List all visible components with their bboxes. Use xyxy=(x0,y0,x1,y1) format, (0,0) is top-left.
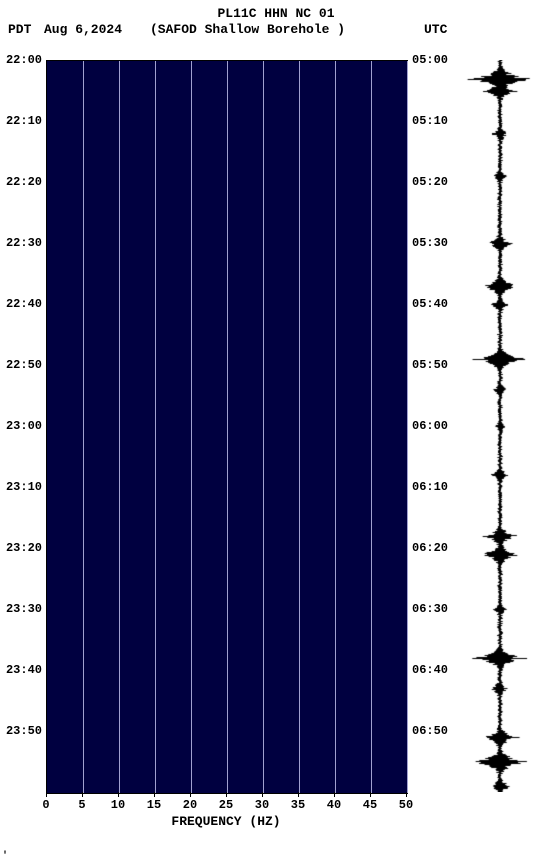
seismogram-canvas xyxy=(460,60,540,792)
x-tick-label: 0 xyxy=(42,798,49,812)
x-tick-mark xyxy=(46,792,47,797)
y-tick-left: 22:00 xyxy=(2,53,42,67)
figure-root: PL11C HHN NC 01 PDT Aug 6,2024 (SAFOD Sh… xyxy=(0,0,552,864)
y-tick-left: 23:10 xyxy=(2,480,42,494)
gridline xyxy=(335,61,336,793)
y-tick-left: 22:10 xyxy=(2,114,42,128)
gridline xyxy=(155,61,156,793)
y-tick-right: 06:00 xyxy=(412,419,448,433)
x-tick-mark xyxy=(82,792,83,797)
tz-right-label: UTC xyxy=(424,22,447,37)
gridline xyxy=(191,61,192,793)
y-tick-left: 22:50 xyxy=(2,358,42,372)
y-tick-right: 05:00 xyxy=(412,53,448,67)
x-tick-mark xyxy=(118,792,119,797)
x-tick-label: 10 xyxy=(111,798,125,812)
gridline xyxy=(299,61,300,793)
gridline xyxy=(227,61,228,793)
gridline xyxy=(407,61,408,793)
y-tick-left: 23:30 xyxy=(2,602,42,616)
x-tick-label: 5 xyxy=(78,798,85,812)
y-tick-left: 23:00 xyxy=(2,419,42,433)
x-tick-mark xyxy=(406,792,407,797)
x-tick-label: 25 xyxy=(219,798,233,812)
x-tick-mark xyxy=(298,792,299,797)
x-tick-mark xyxy=(226,792,227,797)
date-label: Aug 6,2024 xyxy=(44,22,122,37)
x-tick-label: 40 xyxy=(327,798,341,812)
x-tick-label: 45 xyxy=(363,798,377,812)
x-tick-label: 50 xyxy=(399,798,413,812)
x-tick-label: 35 xyxy=(291,798,305,812)
x-tick-mark xyxy=(154,792,155,797)
x-tick-label: 20 xyxy=(183,798,197,812)
y-tick-right: 05:30 xyxy=(412,236,448,250)
gridline xyxy=(83,61,84,793)
gridline xyxy=(371,61,372,793)
y-tick-left: 22:40 xyxy=(2,297,42,311)
chart-title: PL11C HHN NC 01 xyxy=(0,6,552,21)
y-tick-left: 23:50 xyxy=(2,724,42,738)
y-tick-right: 05:40 xyxy=(412,297,448,311)
x-tick-mark xyxy=(370,792,371,797)
x-tick-mark xyxy=(262,792,263,797)
x-tick-label: 15 xyxy=(147,798,161,812)
y-tick-right: 05:10 xyxy=(412,114,448,128)
y-tick-right: 06:30 xyxy=(412,602,448,616)
station-label: (SAFOD Shallow Borehole ) xyxy=(150,22,345,37)
gridline xyxy=(119,61,120,793)
y-tick-left: 22:20 xyxy=(2,175,42,189)
spectrogram-frame xyxy=(46,60,408,794)
y-tick-left: 23:20 xyxy=(2,541,42,555)
x-axis-label: FREQUENCY (HZ) xyxy=(46,814,406,829)
y-tick-right: 06:40 xyxy=(412,663,448,677)
y-tick-right: 06:10 xyxy=(412,480,448,494)
footnote: ' xyxy=(2,851,8,862)
x-tick-mark xyxy=(190,792,191,797)
y-tick-right: 06:20 xyxy=(412,541,448,555)
y-tick-left: 23:40 xyxy=(2,663,42,677)
y-tick-left: 22:30 xyxy=(2,236,42,250)
gridline xyxy=(263,61,264,793)
x-tick-label: 30 xyxy=(255,798,269,812)
y-tick-right: 05:20 xyxy=(412,175,448,189)
x-tick-mark xyxy=(334,792,335,797)
tz-left-label: PDT xyxy=(8,22,31,37)
y-tick-right: 06:50 xyxy=(412,724,448,738)
y-tick-right: 05:50 xyxy=(412,358,448,372)
